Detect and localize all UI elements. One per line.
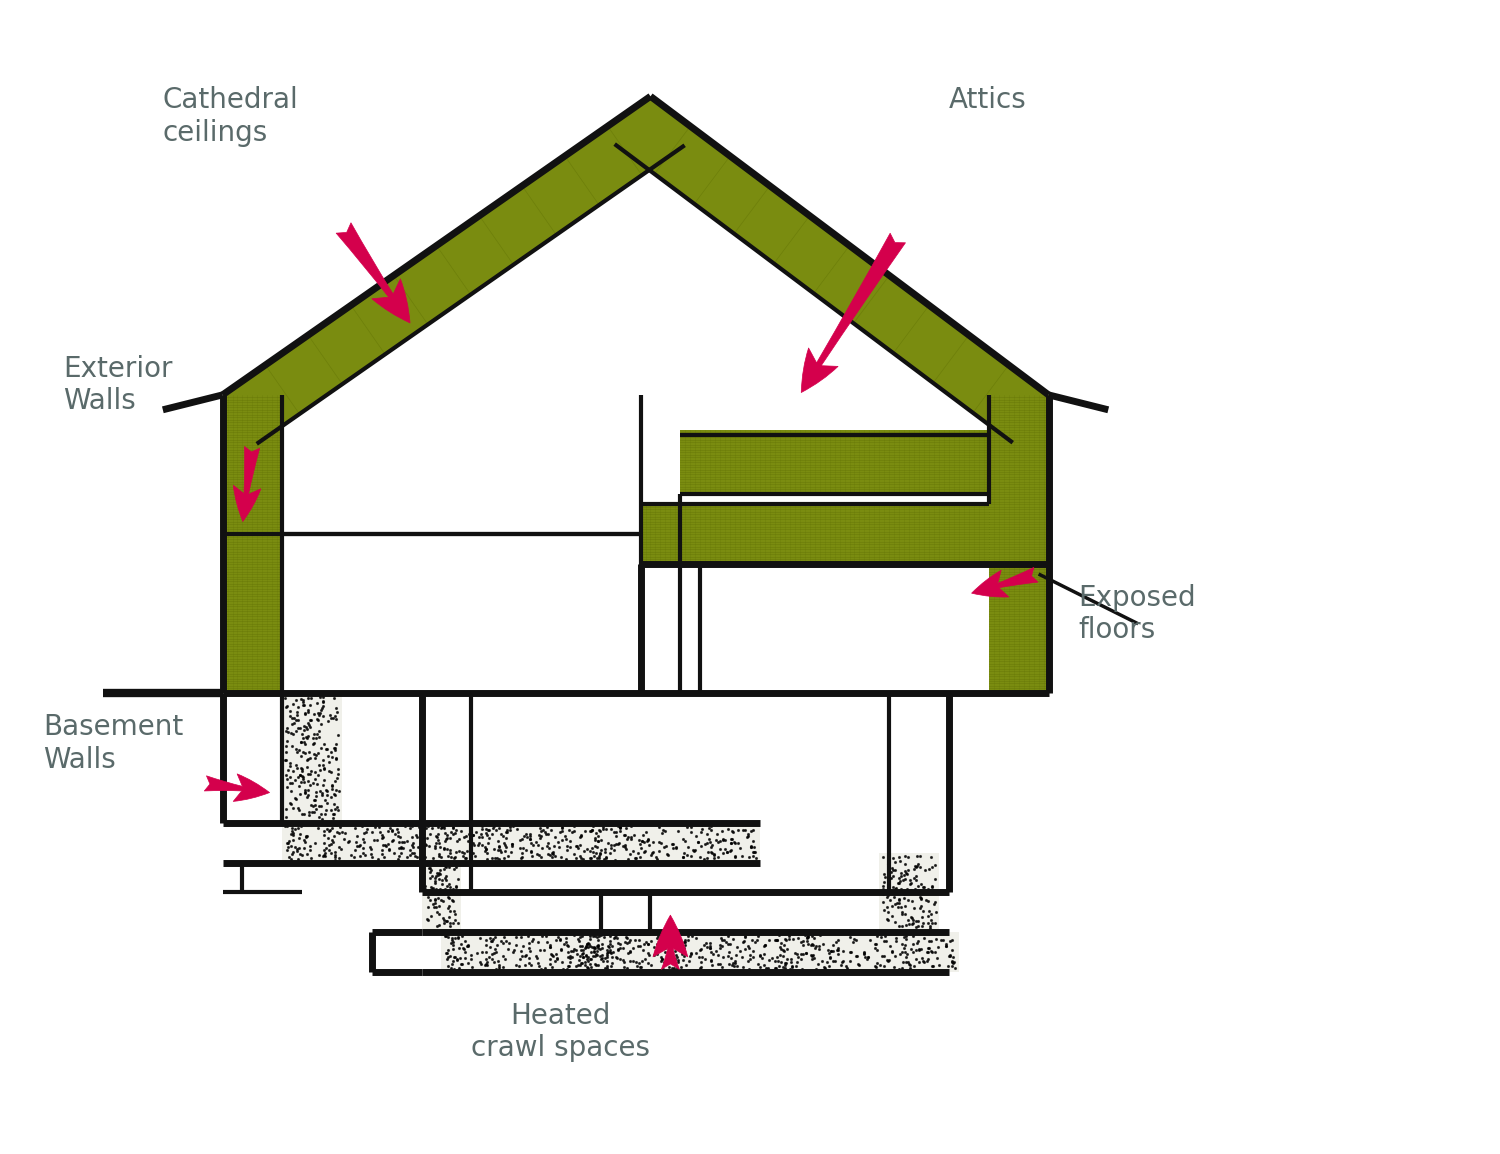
Polygon shape <box>422 853 462 932</box>
Polygon shape <box>282 823 760 863</box>
Polygon shape <box>988 395 1048 564</box>
Polygon shape <box>615 96 1048 443</box>
Text: Basement
Walls: Basement Walls <box>44 713 183 773</box>
Text: Attics: Attics <box>950 87 1028 114</box>
Polygon shape <box>441 932 958 972</box>
Polygon shape <box>681 429 988 494</box>
Polygon shape <box>222 395 282 694</box>
Polygon shape <box>988 564 1048 694</box>
Polygon shape <box>572 932 615 972</box>
Text: Exposed
floors: Exposed floors <box>1078 584 1196 644</box>
Polygon shape <box>282 694 342 823</box>
Polygon shape <box>222 96 684 444</box>
Text: Cathedral
ceilings: Cathedral ceilings <box>164 87 298 147</box>
Polygon shape <box>879 853 939 932</box>
Text: Heated
crawl spaces: Heated crawl spaces <box>471 1002 651 1063</box>
Polygon shape <box>640 504 988 564</box>
Text: Exterior
Walls: Exterior Walls <box>63 355 173 415</box>
